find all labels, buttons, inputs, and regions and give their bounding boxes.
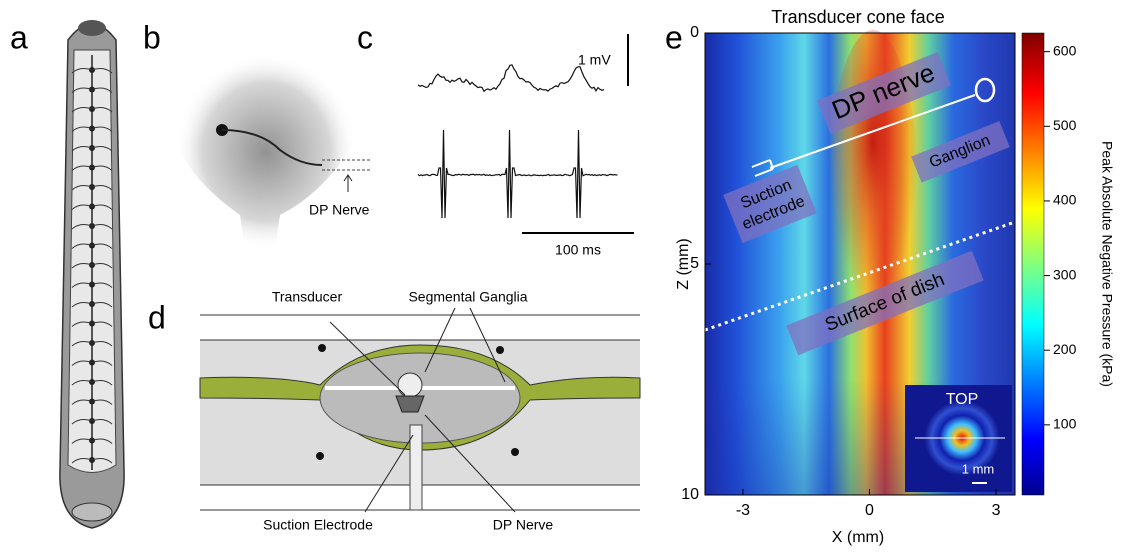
x-tick-label: 0 [865, 502, 874, 519]
annotation: DP Nerve [309, 202, 370, 218]
leech-drawing [60, 20, 124, 528]
leech-sucker [72, 503, 112, 521]
leech-head [78, 20, 106, 36]
colorbar-tick-label: 100 [1053, 416, 1077, 432]
panel-label: c [357, 19, 373, 55]
figure: a b DP Nerve c 1 mV 100 ms d [0, 0, 1122, 550]
y-tick-label: 10 [681, 486, 699, 503]
x-axis-label: X (mm) [832, 529, 884, 546]
scale-label: 100 ms [555, 242, 601, 258]
spike-trace [418, 130, 618, 218]
annotation: TOP [946, 391, 979, 408]
preparation-diagram [200, 308, 640, 512]
panel-label: e [665, 19, 683, 55]
colorbar-tick-label: 300 [1053, 266, 1077, 282]
panel-label: a [10, 19, 28, 55]
pin [316, 452, 324, 460]
callout: Segmental Ganglia [408, 289, 527, 305]
colorbar-label: Peak Absolute Negative Pressure (kPa) [1099, 141, 1115, 387]
x-tick-label: 3 [992, 502, 1001, 519]
y-tick-label: 5 [690, 255, 699, 272]
voltage-trace [418, 65, 604, 91]
arrow [344, 175, 352, 192]
pin [511, 448, 519, 456]
callout: DP Nerve [493, 517, 554, 533]
pin [318, 344, 326, 352]
ganglion-image [175, 53, 357, 250]
annotation: 1 mm [962, 461, 995, 476]
y-tick-label: 0 [690, 24, 699, 41]
scale-label: 1 mV [578, 52, 611, 68]
pin [496, 346, 504, 354]
ganglion [398, 373, 422, 397]
colorbar-tick-label: 400 [1053, 192, 1077, 208]
callout: Transducer [272, 289, 343, 305]
colorbar-tick-label: 200 [1053, 341, 1077, 357]
colorbar [1022, 33, 1044, 495]
plot-title: Transducer cone face [771, 7, 944, 27]
page: a b DP Nerve c 1 mV 100 ms d [0, 0, 1122, 555]
panel-label: b [143, 19, 161, 55]
colorbar-tick-label: 600 [1053, 42, 1077, 58]
panel-label: d [148, 299, 166, 335]
colorbar-tick-label: 500 [1053, 117, 1077, 133]
callout: Suction Electrode [263, 517, 373, 533]
x-tick-label: -3 [736, 502, 750, 519]
